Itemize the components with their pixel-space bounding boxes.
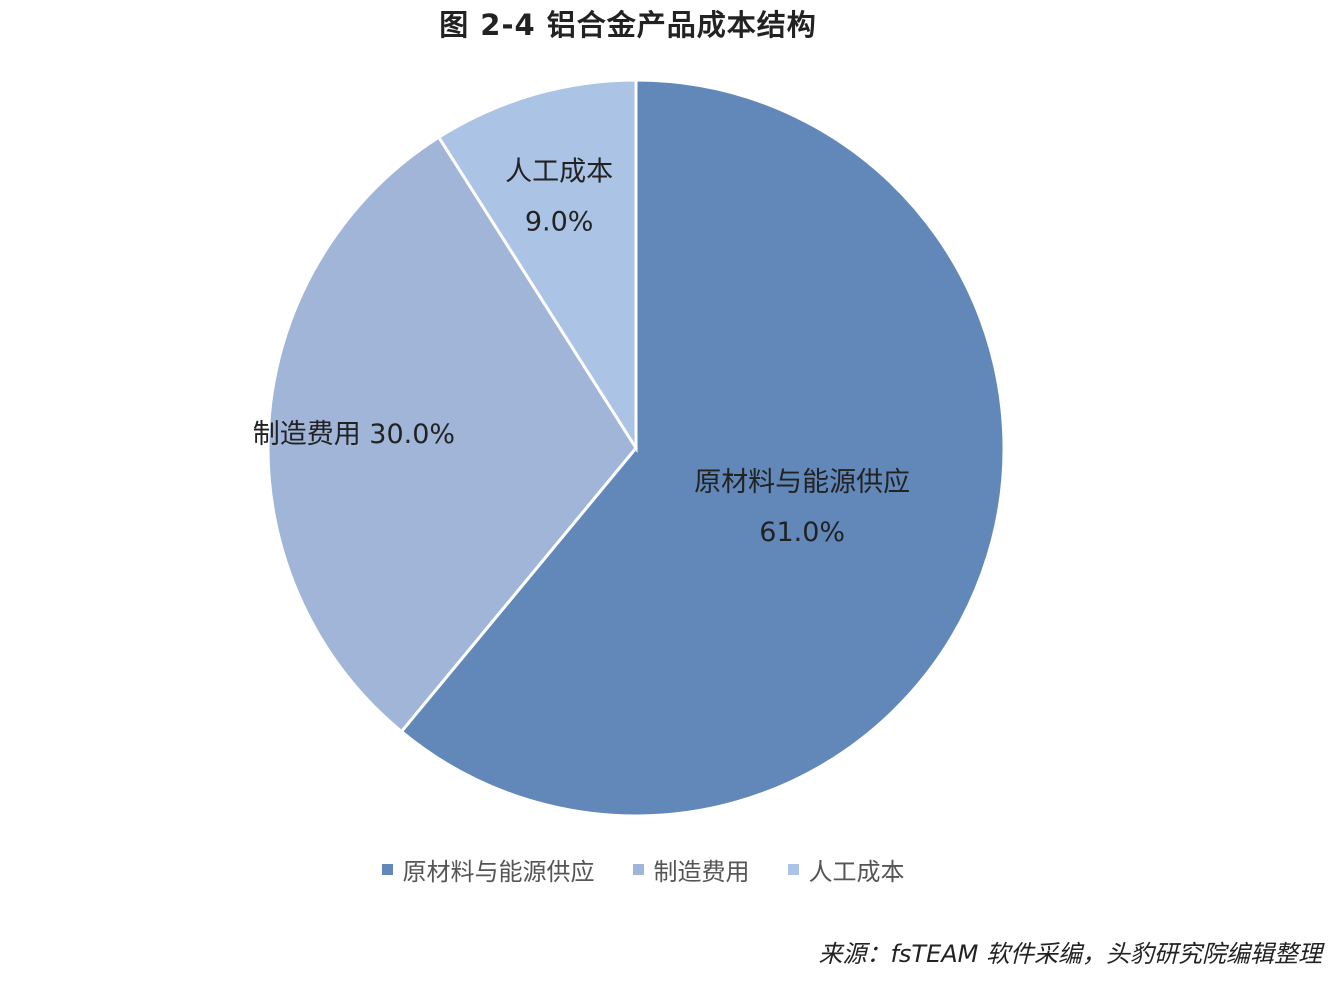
legend-swatch-manufacturing bbox=[632, 864, 644, 875]
slice-label-value-labor: 9.0% bbox=[525, 207, 594, 238]
source-note: 来源：fsTEAM 软件采编，头豹研究院编辑整理 bbox=[818, 940, 1322, 968]
slice-labels: 原材料与能源供应 61.0% 制造费用 30.0% 人工成本 9.0% bbox=[253, 157, 910, 548]
pie-slice-raw-material[interactable] bbox=[399, 78, 1006, 818]
pie-slices bbox=[266, 78, 1006, 818]
pie-slice-manufacturing[interactable] bbox=[266, 135, 638, 734]
legend: 原材料与能源供应 制造费用 人工成本 bbox=[0, 852, 1286, 887]
legend-swatch-raw-material bbox=[381, 864, 393, 875]
slice-label-name-labor: 人工成本 bbox=[505, 157, 613, 188]
slice-label-value-raw-material: 61.0% bbox=[759, 517, 845, 548]
legend-item-manufacturing[interactable]: 制造费用 bbox=[632, 852, 750, 887]
legend-swatch-labor bbox=[787, 864, 799, 875]
pie-slice-labor[interactable] bbox=[436, 78, 638, 454]
slice-label-name-raw-material: 原材料与能源供应 bbox=[694, 467, 910, 498]
legend-label-manufacturing: 制造费用 bbox=[653, 858, 750, 886]
legend-item-raw-material[interactable]: 原材料与能源供应 bbox=[381, 852, 595, 887]
legend-item-labor[interactable]: 人工成本 bbox=[787, 852, 905, 887]
legend-label-labor: 人工成本 bbox=[808, 858, 905, 886]
legend-label-raw-material: 原材料与能源供应 bbox=[402, 858, 595, 886]
slice-label-manufacturing: 制造费用 30.0% bbox=[253, 419, 455, 450]
chart-title: 图 2-4 铝合金产品成本结构 bbox=[439, 8, 817, 42]
